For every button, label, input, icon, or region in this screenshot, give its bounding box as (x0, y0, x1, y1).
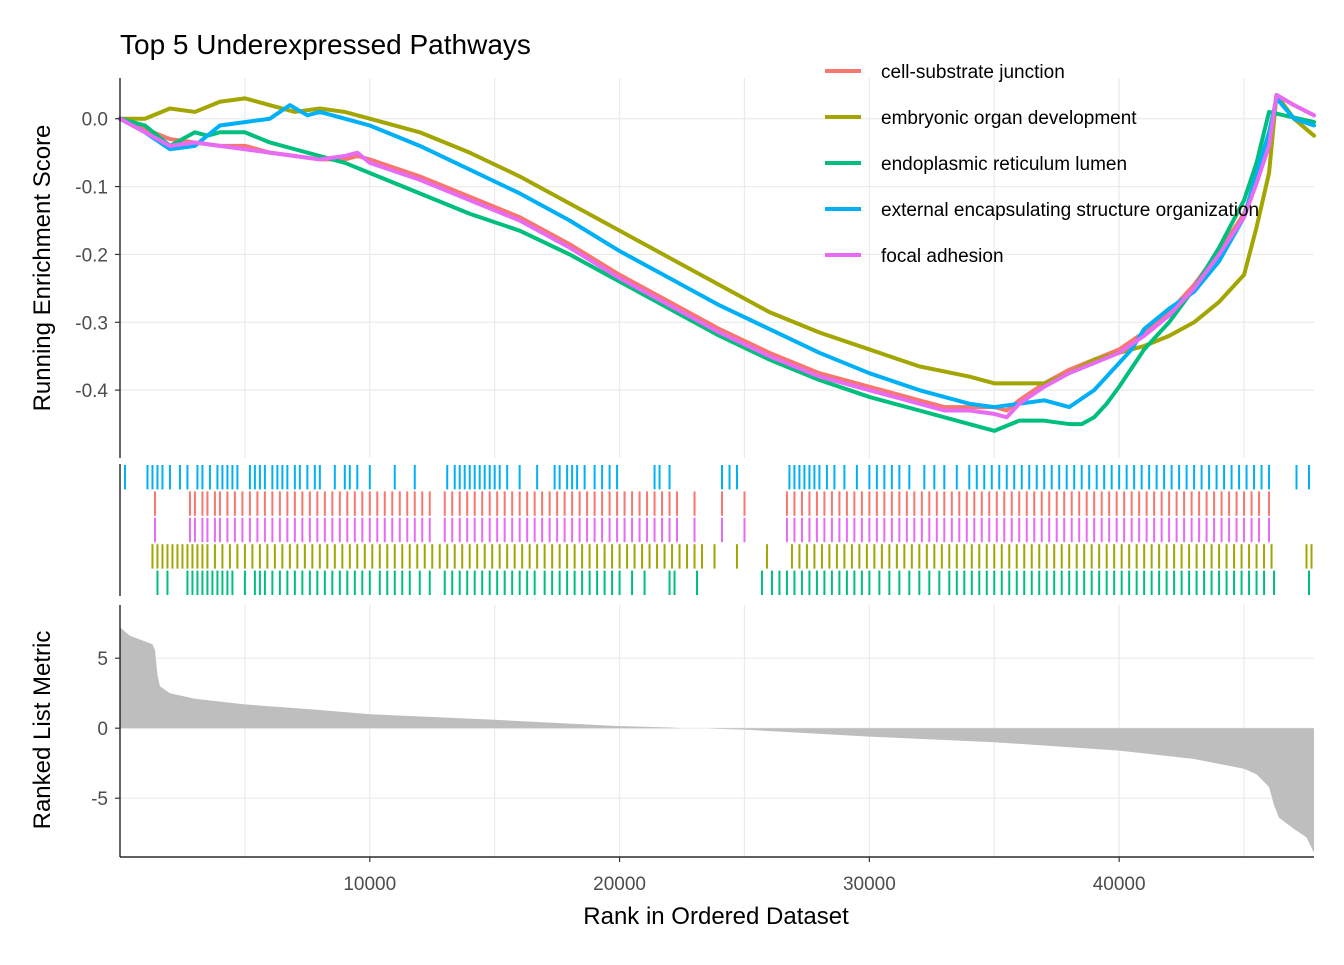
enrichment-y-tick-label: -0.4 (75, 381, 108, 402)
enrichment-y-tick-label: -0.3 (75, 313, 108, 334)
metric-y-tick-label: 0 (97, 719, 108, 740)
hit-bands-layer (123, 465, 1313, 595)
enrichment-y-axis-title: Running Enrichment Score (29, 125, 56, 412)
plot-title: Top 5 Underexpressed Pathways (120, 29, 531, 60)
ranked-metric-area (120, 627, 1314, 853)
series-line-embryonic-organ-development (118, 92, 1316, 386)
x-axis-title: Rank in Ordered Dataset (583, 903, 849, 930)
legend-label: endoplasmic reticulum lumen (881, 154, 1127, 175)
legend-label: cell-substrate junction (881, 62, 1065, 83)
x-tick-label: 40000 (1093, 874, 1146, 895)
series-line-external-encapsulating-structure-organization (118, 96, 1316, 410)
ranked-metric-layer (120, 627, 1314, 853)
legend-label: external encapsulating structure organiz… (881, 200, 1259, 221)
enrichment-y-tick-label: -0.1 (75, 178, 108, 199)
series-line-focal-adhesion (118, 92, 1316, 420)
legend-label: focal adhesion (881, 246, 1004, 267)
enrichment-y-tick-label: -0.2 (75, 245, 108, 266)
grid-layer (120, 78, 1314, 857)
metric-y-tick-label: 5 (97, 649, 108, 670)
x-tick-label: 20000 (593, 874, 646, 895)
legend: cell-substrate junction embryonic organ d… (825, 62, 1259, 267)
series-line-endoplasmic-reticulum-lumen (118, 109, 1316, 433)
legend-label: embryonic organ development (881, 108, 1137, 129)
axis-layer: 0.0 -0.1 -0.2 -0.3 -0.4 5 0 -5 10000 20000 30000 40… (75, 78, 1314, 895)
enrichment-lines-layer (118, 92, 1316, 433)
metric-y-tick-label: -5 (91, 789, 108, 810)
metric-y-axis-title: Ranked List Metric (29, 631, 56, 830)
x-tick-label: 10000 (343, 874, 396, 895)
enrichment-y-tick-label: 0.0 (82, 110, 108, 131)
x-tick-label: 30000 (843, 874, 896, 895)
